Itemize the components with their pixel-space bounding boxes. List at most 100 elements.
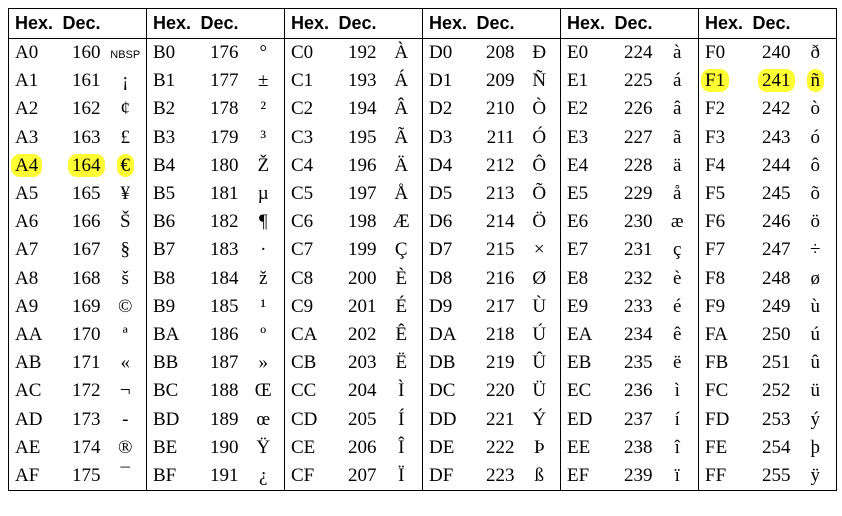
row: AD 173- BD 189 œ CD 205 Í DD 221 Ý ED 237 í FD 253 ý	[9, 405, 837, 434]
hex-code: A1	[15, 70, 39, 92]
dec-code-cell: 163	[57, 124, 105, 152]
dec-code: 237	[624, 408, 653, 430]
character: ú	[810, 323, 821, 345]
hex-code: B7	[153, 239, 176, 261]
hex-code: A9	[15, 295, 39, 317]
hex-code-cell: CB	[284, 349, 333, 378]
dec-code: 226	[624, 98, 653, 120]
character-cell: ¡	[105, 67, 147, 95]
character: ±	[258, 70, 269, 92]
hex-code: CA	[291, 323, 318, 345]
character: §	[120, 239, 131, 261]
dec-code-cell: 179	[195, 124, 243, 152]
hex-code-cell: F1	[698, 67, 747, 96]
hex-code: D2	[429, 98, 453, 120]
character-cell: Å	[381, 180, 423, 208]
hex-code-cell: E6	[560, 208, 609, 237]
character: Ó	[532, 126, 547, 148]
character-cell: è	[657, 265, 699, 293]
dec-code-cell: 219	[471, 349, 519, 377]
hex-code-cell: FC	[698, 377, 747, 406]
character: ¶	[258, 211, 268, 233]
character-cell: ®	[105, 434, 147, 462]
hex-code: F3	[705, 126, 726, 148]
character-cell: õ	[795, 180, 837, 208]
hex-code-cell: CC	[284, 377, 333, 406]
hex-code: B0	[153, 42, 176, 64]
hex-code: F1	[701, 69, 730, 93]
dec-code: 178	[210, 98, 239, 120]
dec-code: 184	[210, 267, 239, 289]
character-cell: á	[657, 67, 699, 95]
hex-code: F6	[705, 211, 726, 233]
dec-code: 230	[624, 211, 653, 233]
character-cell: û	[795, 349, 837, 377]
dec-code-cell: 223	[471, 462, 519, 491]
character: í	[674, 408, 680, 430]
hex-code-cell: A7	[9, 236, 57, 264]
hex-code-cell: E1	[560, 67, 609, 96]
character-cell: Ã	[381, 124, 423, 152]
hex-code: AE	[15, 436, 41, 458]
dec-code-cell: 184	[195, 265, 243, 293]
dec-code: 173	[72, 408, 101, 430]
character-cell: ï	[657, 462, 699, 491]
dec-code-cell: 241	[747, 67, 795, 95]
hex-code-cell: C2	[284, 95, 333, 124]
character: À	[394, 42, 409, 64]
dec-code-cell: 198	[333, 208, 381, 236]
hex-header: Hex.	[284, 8, 333, 39]
dec-code: 165	[72, 183, 101, 205]
dec-code: 220	[486, 380, 515, 402]
character-cell: Ü	[519, 377, 561, 405]
character: ¢	[120, 98, 131, 120]
character-cell: £	[105, 124, 147, 152]
hex-code-cell: C0	[284, 38, 333, 68]
hex-code: C9	[291, 295, 314, 317]
dec-code: 208	[486, 42, 515, 64]
hex-code-cell: B0	[146, 38, 195, 68]
hex-code-cell: FA	[698, 320, 747, 350]
dec-code-cell: 175	[57, 462, 105, 491]
dec-code: 196	[348, 154, 377, 176]
character: ²	[260, 98, 267, 120]
hex-code-cell: DC	[422, 377, 471, 406]
character: à	[673, 42, 682, 64]
hex-code: E9	[567, 295, 589, 317]
hex-code: C7	[291, 239, 314, 261]
dec-code: 248	[762, 267, 791, 289]
hex-code: A4	[11, 153, 43, 177]
character-cell: Ï	[381, 462, 423, 491]
hex-code: C8	[291, 267, 314, 289]
hex-code-cell: DF	[422, 461, 471, 491]
dec-code: 254	[762, 436, 791, 458]
character-cell: â	[657, 95, 699, 123]
character: ¡	[122, 70, 129, 92]
hex-code: AA	[15, 323, 43, 345]
dec-code-cell: 222	[471, 434, 519, 462]
dec-code: 244	[762, 154, 791, 176]
character-cell: Š	[105, 208, 147, 236]
character: Ô	[532, 154, 547, 176]
character-cell: ¢	[105, 95, 147, 123]
character: Ü	[532, 380, 547, 402]
dec-code: 171	[72, 352, 101, 374]
hex-code-cell: F7	[698, 236, 747, 265]
hex-code: D8	[429, 267, 453, 289]
character: º	[260, 323, 267, 345]
dec-code-cell: 168	[57, 265, 105, 293]
hex-code-cell: DE	[422, 433, 471, 462]
row: A4 164 € B4 180 Ž C4 196 Ä D4 212 Ô E4 228 ä F4 244 ô	[9, 151, 837, 180]
character-cell: µ	[243, 180, 285, 208]
dec-code: 250	[762, 323, 791, 345]
hex-code-cell: DB	[422, 349, 471, 378]
character-cell: Ø	[519, 265, 561, 293]
hex-code-cell: AD	[9, 405, 57, 433]
row: A5 165 ¥ B5 181 µ C5 197 Å D5 213 Õ E5 229 å F5 245 õ	[9, 179, 837, 209]
hex-code-cell: A4	[9, 152, 57, 180]
character: Ñ	[532, 70, 547, 92]
character-cell: ê	[657, 321, 699, 349]
dec-code-cell: 207	[333, 462, 381, 491]
hex-code-cell: F4	[698, 151, 747, 180]
hex-code-cell: F6	[698, 208, 747, 237]
